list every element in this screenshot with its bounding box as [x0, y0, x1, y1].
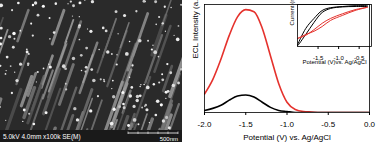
svg-text:Current (mA): Current (mA): [289, 0, 295, 26]
svg-text:-1.0: -1.0: [280, 120, 294, 129]
svg-text:-0.5: -0.5: [321, 120, 335, 129]
svg-text:500nm: 500nm: [160, 136, 178, 142]
svg-text:ECL Intensity (a.u.): ECL Intensity (a.u.): [191, 0, 200, 59]
svg-text:Potential (V) vs. Ag/AgCl: Potential (V) vs. Ag/AgCl: [243, 133, 331, 142]
svg-text:Potential (V)vs. Ag/AgCl: Potential (V)vs. Ag/AgCl: [302, 59, 366, 65]
svg-text:-1.5: -1.5: [239, 120, 253, 129]
svg-text:5.0kV 4.0mm x100k SE(M): 5.0kV 4.0mm x100k SE(M): [3, 133, 81, 141]
svg-text:-2.0: -2.0: [198, 120, 212, 129]
svg-text:0.0: 0.0: [364, 120, 376, 129]
